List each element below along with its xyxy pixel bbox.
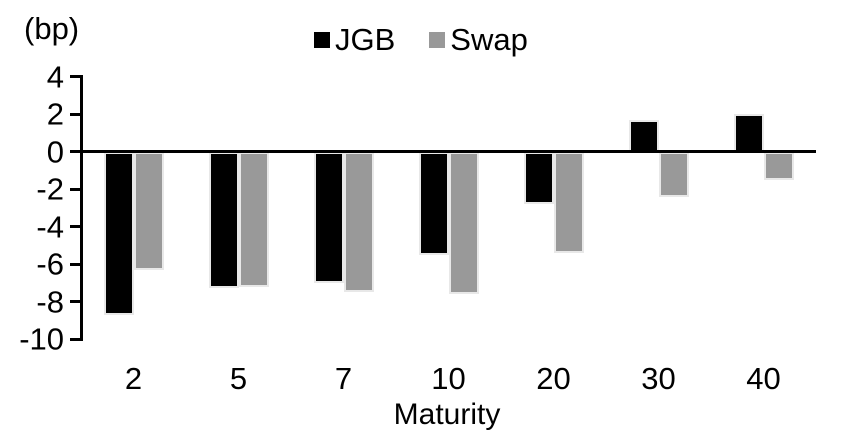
bar-jgb-10 [418, 151, 449, 255]
y-axis-line [80, 75, 83, 341]
x-tick-label-5: 5 [229, 361, 248, 396]
y-tick-mark-0 [70, 150, 80, 153]
y-tick-label-4: 4 [46, 59, 64, 94]
y-tick-label-2: 2 [46, 96, 64, 132]
y-axis-unit-label: (bp) [24, 11, 80, 46]
bar-swap-5 [238, 151, 269, 287]
y-tick-mark-2 [70, 112, 80, 116]
bar-jgb-7 [313, 151, 344, 283]
legend-item-jgb: JGB [314, 24, 395, 55]
x-tick-label-7: 7 [334, 361, 353, 396]
x-tick-label-2: 2 [124, 361, 143, 396]
bar-swap-10 [448, 151, 479, 294]
chart-legend: JGB Swap [314, 24, 528, 55]
zero-baseline [80, 150, 816, 153]
bar-swap-40 [763, 151, 794, 180]
jgb-swatch-icon [314, 31, 330, 48]
x-tick-label-10: 10 [431, 361, 466, 396]
bar-jgb-2 [103, 151, 134, 315]
y-tick-label--4: -4 [36, 209, 64, 244]
bar-jgb-40 [733, 114, 764, 152]
bar-swap-7 [343, 151, 374, 293]
y-tick-label--10: -10 [19, 321, 64, 357]
legend-label-jgb: JGB [335, 22, 396, 57]
y-tick-label--6: -6 [36, 246, 64, 282]
bar-swap-30 [658, 151, 689, 197]
bar-jgb-30 [628, 119, 659, 152]
legend-label-swap: Swap [450, 22, 528, 57]
y-tick-label-0: 0 [46, 134, 64, 169]
x-tick-label-30: 30 [641, 361, 676, 396]
bar-swap-2 [133, 151, 164, 270]
y-tick-mark-4 [70, 75, 80, 78]
y-tick-mark--6 [70, 262, 80, 266]
legend-item-swap: Swap [429, 24, 528, 55]
y-tick-label--8: -8 [36, 284, 64, 319]
y-tick-mark--2 [70, 187, 80, 191]
x-axis-title: Maturity [393, 398, 501, 431]
swap-swatch-icon [429, 31, 446, 48]
x-tick-label-40: 40 [746, 361, 781, 396]
y-tick-mark--10 [70, 337, 80, 341]
bar-jgb-20 [523, 151, 554, 204]
bar-jgb-5 [208, 151, 239, 289]
y-tick-label--2: -2 [36, 171, 64, 207]
bar-swap-20 [553, 151, 584, 253]
y-tick-mark--8 [70, 300, 80, 303]
x-tick-label-20: 20 [536, 361, 571, 396]
y-tick-mark--4 [70, 225, 80, 228]
